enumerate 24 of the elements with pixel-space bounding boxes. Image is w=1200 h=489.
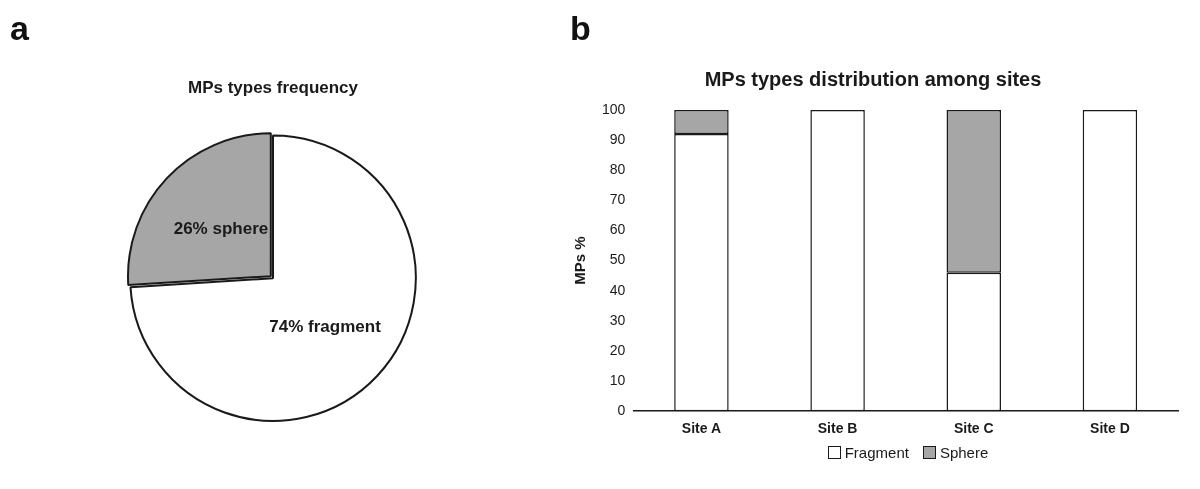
y-tick-label: 80 [609, 161, 626, 178]
text: a [9, 8, 30, 49]
x-tick-label: Site A [681, 420, 722, 437]
x-tick-label: Site B [817, 420, 858, 437]
chart-title: MPs types distribution among sites [704, 67, 1042, 90]
y-tick-label: 40 [609, 281, 626, 298]
y-tick-label: 30 [609, 311, 626, 328]
slice-label: 74% fragment [269, 316, 382, 336]
y-tick-label: 50 [609, 251, 626, 268]
text: b [569, 8, 592, 49]
legend-label: Sphere [939, 444, 989, 461]
text: Fragment [844, 444, 909, 461]
slice-label: 26% sphere [173, 219, 269, 239]
y-tick-label: 100 [602, 100, 626, 117]
x-tick-label: Site D [1090, 420, 1130, 437]
y-tick-label: 70 [609, 191, 626, 208]
chart-title: MPs types frequency [187, 77, 359, 97]
y-axis-title: MPs % [571, 236, 589, 285]
y-tick-label: 90 [609, 130, 626, 147]
y-tick-label: 60 [609, 221, 626, 238]
y-tick-label: 10 [609, 371, 626, 388]
y-tick-label: 0 [617, 402, 626, 419]
x-tick-label: Site C [953, 420, 994, 437]
y-tick-label: 20 [609, 341, 626, 358]
